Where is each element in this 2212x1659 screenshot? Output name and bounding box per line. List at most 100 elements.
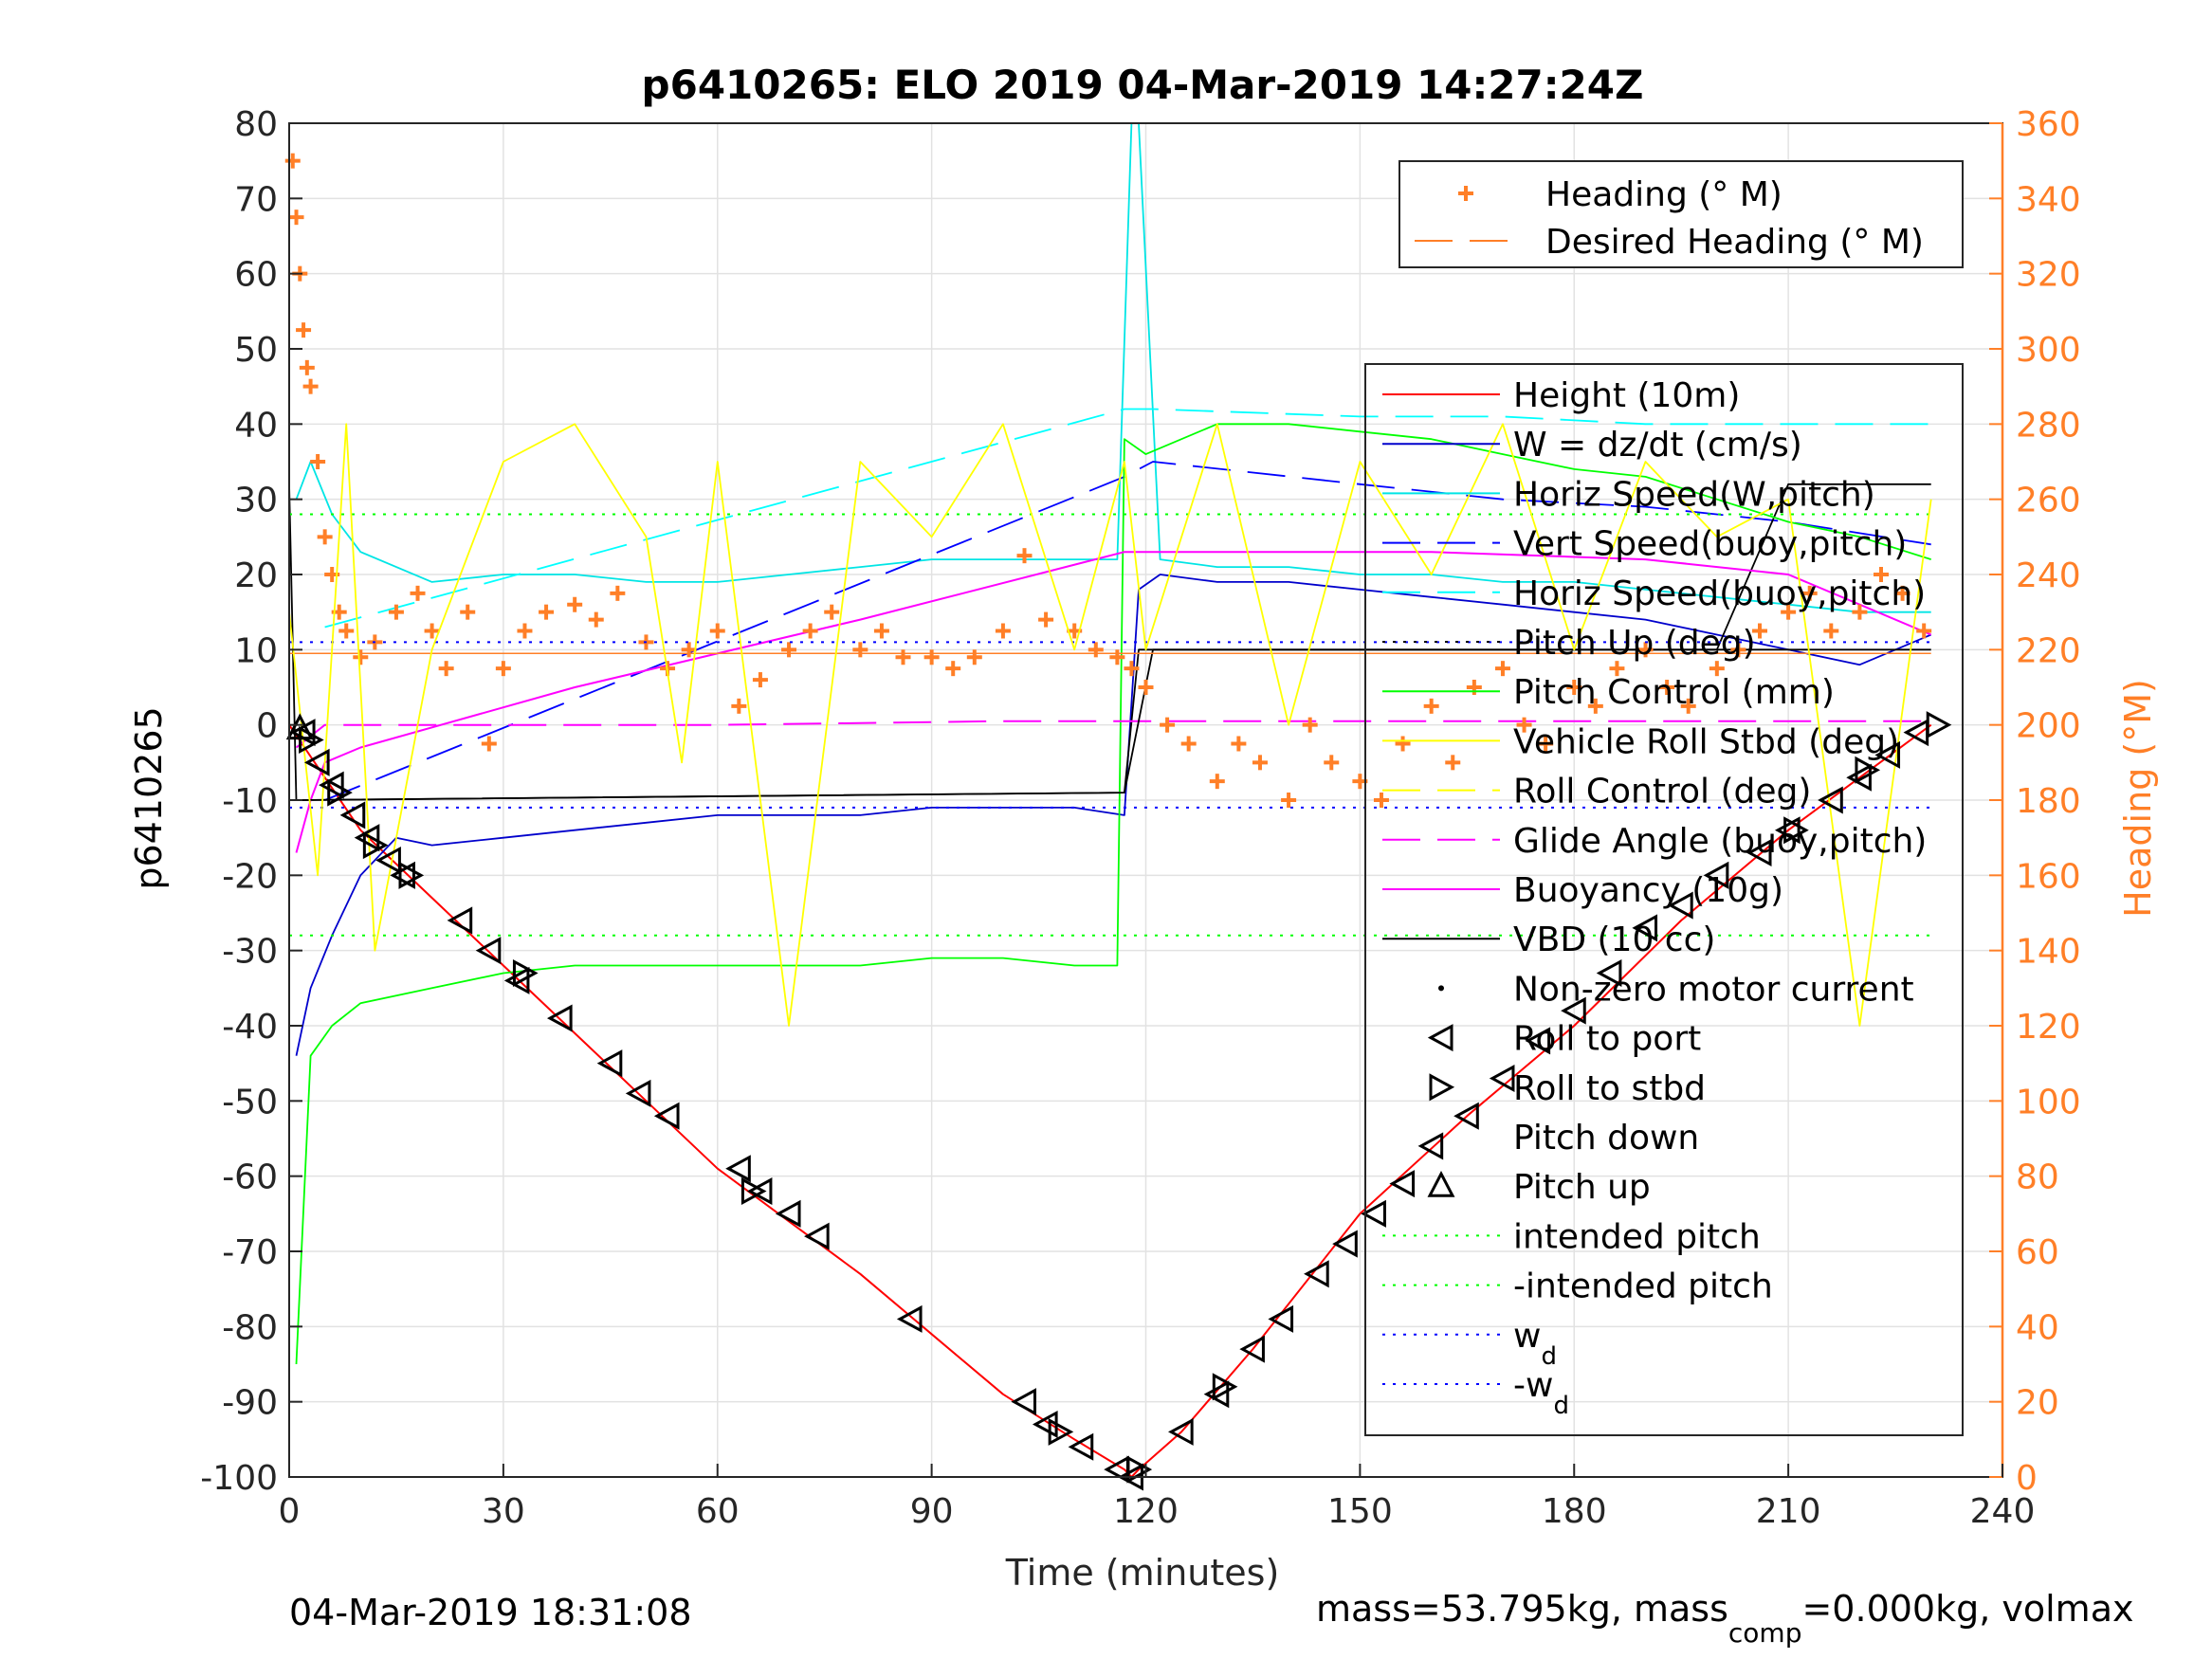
- roll-to-port-marker: [1596, 958, 1622, 987]
- footer-date: 04-Mar-2019 18:31:08: [289, 1592, 692, 1633]
- heading-point: [1730, 642, 1746, 658]
- heading-point: [481, 736, 497, 752]
- heading-legend-label: Heading (° M): [1545, 175, 1782, 214]
- heading-point: [1466, 680, 1482, 695]
- roll-to-port-marker: [1846, 763, 1872, 792]
- heading-point: [1494, 661, 1510, 677]
- right-tick-label: 240: [2016, 556, 2081, 595]
- grid-lines: [288, 122, 2003, 1478]
- right-tick-label: 100: [2016, 1083, 2081, 1121]
- roll-to-port-marker: [303, 748, 330, 776]
- right-tick-label: 340: [2016, 180, 2081, 219]
- left-tick-label: -90: [222, 1384, 278, 1423]
- heading-point: [1445, 755, 1461, 771]
- series-height-10m: [288, 723, 1932, 1478]
- roll-to-port-marker: [1389, 1170, 1416, 1198]
- roll-to-port-marker: [1703, 861, 1729, 889]
- roll-to-port-marker: [475, 937, 502, 965]
- heading-point: [781, 642, 797, 658]
- heading-point: [709, 623, 725, 639]
- heading-point: [338, 623, 355, 639]
- right-tick-label: 300: [2016, 331, 2081, 370]
- main-legend-label: W = dz/dt (cm/s): [1513, 426, 1802, 465]
- roll-to-port-marker: [596, 1049, 623, 1078]
- roll-to-port-marker: [1304, 1260, 1329, 1288]
- heading-legend-label: Desired Heading (° M): [1545, 223, 1924, 262]
- roll-to-stbd-marker: [1783, 816, 1809, 845]
- roll-to-stbd-marker: [1212, 1373, 1238, 1401]
- roll-to-port-marker: [1168, 1417, 1194, 1446]
- roll-to-port-marker: [1068, 1432, 1094, 1461]
- heading-point: [1916, 623, 1932, 639]
- main-legend-box: [1364, 363, 1964, 1436]
- heading-point: [945, 661, 961, 677]
- main-legend-label: Roll Control (deg): [1513, 773, 1811, 811]
- series-vert-speed-buoy-pitch: [324, 461, 1931, 801]
- right-tick-label: 140: [2016, 933, 2081, 972]
- bottom-tick-label: 30: [482, 1492, 525, 1531]
- main-legend-label: Roll to port: [1513, 1020, 1701, 1059]
- bottom-tick-label: 90: [910, 1492, 954, 1531]
- roll-to-port-marker: [546, 1004, 573, 1032]
- roll-to-port-marker: [447, 906, 473, 935]
- heading-point: [995, 623, 1011, 639]
- roll-to-port-marker: [1774, 816, 1801, 845]
- main-legend-label: Horiz Speed(W,pitch): [1513, 475, 1875, 514]
- left-tick-label: 30: [234, 482, 278, 520]
- right-tick-label: 160: [2016, 857, 2081, 896]
- bottom-tick-label: 180: [1542, 1492, 1607, 1531]
- heading-point: [1395, 736, 1411, 752]
- main-legend-label: Pitch down: [1513, 1119, 1699, 1158]
- heading-point: [1752, 623, 1768, 639]
- bottom-tick-label: 210: [1756, 1492, 1821, 1531]
- roll-to-port-marker: [1818, 786, 1843, 814]
- heading-point: [1538, 736, 1554, 752]
- roll-to-stbd-marker: [327, 778, 353, 807]
- right-tick-label: 120: [2016, 1008, 2081, 1047]
- heading-point: [1823, 623, 1839, 639]
- footer-mass-part1: mass=53.795kg, mass: [1316, 1588, 1728, 1630]
- heading-point: [1124, 661, 1140, 677]
- heading-point: [388, 604, 404, 620]
- right-tick-label: 180: [2016, 782, 2081, 821]
- heading-point: [1038, 611, 1054, 628]
- bottom-tick-label: 240: [1970, 1492, 2036, 1531]
- roll-to-port-marker: [1361, 1199, 1386, 1228]
- left-tick-label: 50: [234, 331, 278, 370]
- heading-point: [296, 322, 312, 338]
- roll-to-port-marker: [1268, 1304, 1294, 1333]
- heading-point: [873, 623, 889, 639]
- roll-to-stbd-marker: [1855, 756, 1881, 784]
- roll-to-port-marker: [1203, 1380, 1230, 1409]
- heading-point: [438, 661, 454, 677]
- right-axis-ticks: 3603403203002802602402202001801601401201…: [1989, 105, 2081, 1498]
- heading-point: [1680, 698, 1696, 714]
- main-legend: Height (10m) W = dz/dt (cm/s) Horiz Speed(…: [1364, 363, 1964, 1436]
- heading-point: [1281, 793, 1297, 808]
- heading-point: [923, 649, 940, 665]
- heading-point: [424, 623, 440, 639]
- heading-point: [824, 604, 840, 620]
- right-tick-label: 280: [2016, 406, 2081, 445]
- roll-to-port-marker: [1239, 1335, 1265, 1363]
- heading-point: [1324, 755, 1340, 771]
- heading-point: [1852, 604, 1868, 620]
- roll-to-stbd-marker: [1926, 711, 1952, 739]
- main-legend-label: Vehicle Roll Stbd (deg): [1513, 722, 1899, 761]
- right-tick-label: 320: [2016, 256, 2081, 295]
- roll-to-port-marker: [896, 1304, 923, 1333]
- heading-point: [1637, 642, 1654, 658]
- main-legend-label: intended pitch: [1513, 1217, 1761, 1256]
- main-legend-stbd-symbol: [1429, 1073, 1455, 1102]
- plot-area: [284, 122, 1952, 1491]
- heading-point: [1209, 774, 1225, 790]
- heading-legend-box: [1398, 160, 1964, 268]
- heading-point: [852, 642, 868, 658]
- left-tick-label: -100: [200, 1459, 278, 1498]
- heading-point: [353, 649, 369, 665]
- heading-point: [966, 649, 982, 665]
- heading-point: [1160, 717, 1176, 733]
- roll-to-port-marker: [390, 861, 415, 889]
- roll-to-port-marker: [1489, 1065, 1515, 1093]
- roll-to-port-marker: [725, 1155, 751, 1183]
